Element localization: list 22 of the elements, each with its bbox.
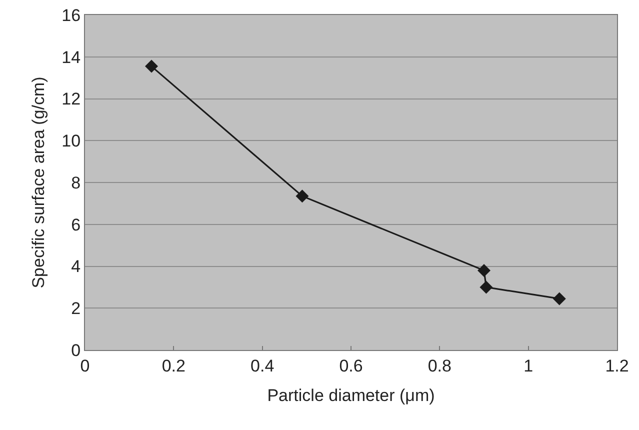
point	[478, 264, 490, 277]
x-tick-label: 0.4	[250, 356, 274, 376]
x-tick-label: 0.2	[162, 356, 186, 376]
point	[296, 190, 309, 203]
point	[480, 280, 493, 294]
x-tick-label: 1.2	[605, 356, 629, 376]
y-tick-label: 10	[62, 132, 81, 151]
y-tick-label: 8	[71, 173, 81, 192]
y-tick-label: 16	[62, 6, 81, 25]
x-tick-label: 0.6	[339, 356, 363, 376]
point	[552, 292, 566, 306]
y-axis-title: Specific surface area (g/cm)	[29, 76, 48, 288]
x-tick-label: 1	[524, 356, 534, 376]
y-tick-label: 4	[71, 257, 81, 276]
x-axis-title: Particle diameter (μm)	[267, 386, 435, 405]
y-tick-label: 12	[62, 90, 81, 109]
x-tick-label: 0.8	[428, 356, 452, 376]
point	[145, 60, 158, 73]
y-tick-label: 2	[71, 299, 81, 318]
y-tick-label: 0	[71, 340, 81, 360]
y-tick-label: 6	[71, 215, 81, 234]
y-tick-label: 14	[62, 48, 81, 67]
